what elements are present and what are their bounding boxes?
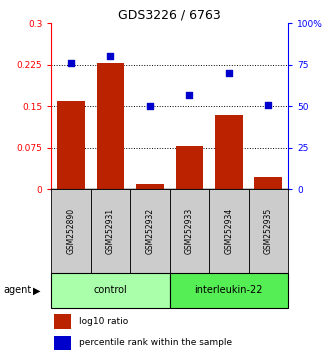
Point: [226, 70, 231, 76]
Text: control: control: [94, 285, 127, 295]
Point: [265, 102, 271, 107]
Bar: [51, 273, 169, 308]
Text: GSM252932: GSM252932: [145, 208, 155, 254]
Bar: [130, 189, 169, 273]
Bar: [57, 101, 85, 189]
Bar: [169, 189, 209, 273]
Bar: [91, 189, 130, 273]
Bar: [249, 189, 288, 273]
Bar: [51, 189, 91, 273]
Bar: [215, 115, 243, 189]
Text: GSM252931: GSM252931: [106, 208, 115, 254]
Title: GDS3226 / 6763: GDS3226 / 6763: [118, 9, 221, 22]
Bar: [209, 189, 249, 273]
Bar: [54, 314, 71, 329]
Text: GSM252935: GSM252935: [264, 208, 273, 254]
Text: GSM252933: GSM252933: [185, 208, 194, 254]
Bar: [169, 273, 288, 308]
Point: [108, 53, 113, 59]
Bar: [255, 177, 282, 189]
Text: agent: agent: [3, 285, 31, 295]
Text: GSM252890: GSM252890: [67, 208, 75, 254]
Bar: [54, 336, 71, 350]
Bar: [136, 184, 164, 189]
Text: interleukin-22: interleukin-22: [195, 285, 263, 295]
Point: [187, 92, 192, 97]
Bar: [97, 63, 124, 189]
Text: ▶: ▶: [33, 285, 41, 295]
Point: [69, 60, 74, 66]
Text: percentile rank within the sample: percentile rank within the sample: [79, 338, 232, 348]
Text: log10 ratio: log10 ratio: [79, 317, 128, 326]
Bar: [175, 146, 203, 189]
Text: GSM252934: GSM252934: [224, 208, 233, 254]
Point: [147, 103, 153, 109]
